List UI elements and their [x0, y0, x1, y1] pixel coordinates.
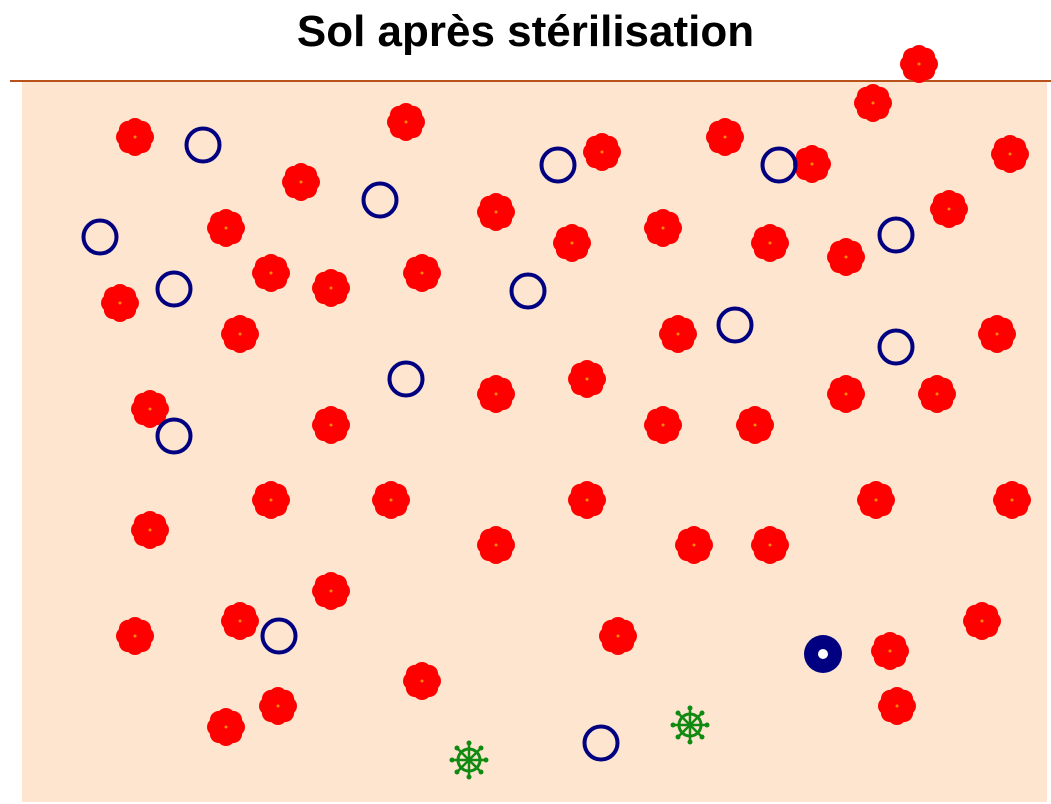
red-flower-organism-icon	[403, 662, 441, 700]
red-flower-organism-icon	[101, 284, 139, 322]
red-flower-organism-icon	[930, 190, 968, 228]
red-flower-organism-icon	[583, 133, 621, 171]
red-flower-organism-icon	[312, 572, 350, 610]
red-flower-organism-icon	[477, 526, 515, 564]
red-flower-organism-icon	[878, 687, 916, 725]
blue-ring-organism-icon	[539, 146, 577, 184]
red-flower-organism-icon	[252, 254, 290, 292]
red-flower-organism-icon	[312, 406, 350, 444]
red-flower-organism-icon	[963, 602, 1001, 640]
blue-ring-organism-icon	[81, 218, 119, 256]
red-flower-organism-icon	[918, 375, 956, 413]
red-flower-organism-icon	[675, 526, 713, 564]
red-flower-organism-icon	[568, 481, 606, 519]
blue-ring-organism-icon	[760, 146, 798, 184]
red-flower-organism-icon	[827, 375, 865, 413]
red-flower-organism-icon	[751, 224, 789, 262]
green-wheel-organism-icon	[670, 705, 710, 745]
red-flower-organism-icon	[827, 238, 865, 276]
blue-ring-organism-icon	[877, 216, 915, 254]
red-flower-organism-icon	[477, 193, 515, 231]
green-wheel-organism-icon	[449, 740, 489, 780]
red-flower-organism-icon	[736, 406, 774, 444]
red-flower-organism-icon	[312, 269, 350, 307]
red-flower-organism-icon	[857, 481, 895, 519]
red-flower-organism-icon	[207, 708, 245, 746]
red-flower-organism-icon	[387, 103, 425, 141]
red-flower-organism-icon	[706, 118, 744, 156]
red-flower-organism-icon	[793, 145, 831, 183]
blue-ring-organism-icon	[716, 306, 754, 344]
red-flower-organism-icon	[644, 209, 682, 247]
red-flower-organism-icon	[116, 118, 154, 156]
red-flower-organism-icon	[131, 390, 169, 428]
red-flower-organism-icon	[568, 360, 606, 398]
red-flower-organism-icon	[282, 163, 320, 201]
red-flower-organism-icon	[854, 84, 892, 122]
red-flower-organism-icon	[403, 254, 441, 292]
soil-area	[22, 82, 1047, 802]
blue-ring-organism-icon	[155, 270, 193, 308]
blue-filled-ring-organism-icon	[804, 635, 842, 673]
red-flower-organism-icon	[221, 315, 259, 353]
red-flower-organism-icon	[659, 315, 697, 353]
blue-ring-organism-icon	[387, 360, 425, 398]
blue-ring-organism-icon	[155, 417, 193, 455]
blue-ring-organism-icon	[260, 617, 298, 655]
red-flower-organism-icon	[991, 135, 1029, 173]
red-flower-organism-icon	[553, 224, 591, 262]
page-title: Sol après stérilisation	[296, 7, 755, 56]
red-flower-organism-icon	[259, 687, 297, 725]
red-flower-organism-icon	[477, 375, 515, 413]
red-flower-organism-icon	[993, 481, 1031, 519]
blue-ring-organism-icon	[582, 724, 620, 762]
red-flower-organism-icon	[221, 602, 259, 640]
blue-ring-organism-icon	[361, 181, 399, 219]
soil-surface-line	[10, 80, 1051, 82]
red-flower-organism-icon	[871, 632, 909, 670]
red-flower-organism-icon	[751, 526, 789, 564]
red-flower-organism-icon	[644, 406, 682, 444]
red-flower-organism-icon	[900, 45, 938, 83]
red-flower-organism-icon	[978, 315, 1016, 353]
blue-ring-organism-icon	[877, 328, 915, 366]
red-flower-organism-icon	[372, 481, 410, 519]
blue-ring-organism-icon	[184, 126, 222, 164]
red-flower-organism-icon	[116, 617, 154, 655]
red-flower-organism-icon	[131, 511, 169, 549]
red-flower-organism-icon	[252, 481, 290, 519]
red-flower-organism-icon	[207, 209, 245, 247]
red-flower-organism-icon	[599, 617, 637, 655]
blue-ring-organism-icon	[509, 272, 547, 310]
